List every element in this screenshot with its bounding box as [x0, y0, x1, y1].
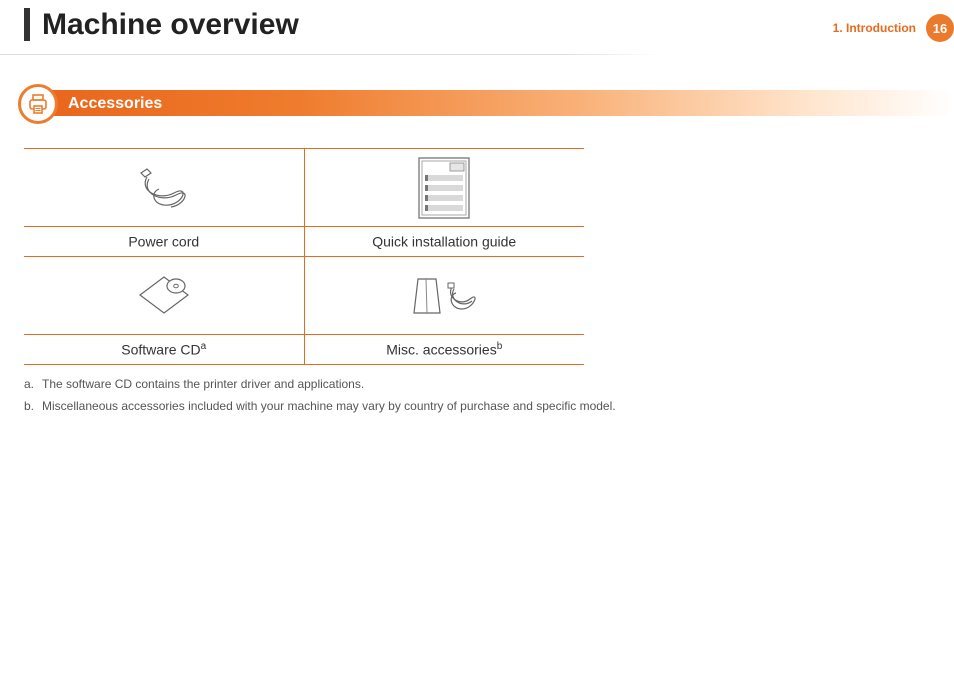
cell-cd-icon [24, 257, 304, 335]
guide-booklet-icon [416, 155, 472, 221]
table-row [24, 257, 584, 335]
item-label: Software CD [121, 342, 200, 358]
cell-misc-icon [304, 257, 584, 335]
table-row: Power cord Quick installation guide [24, 227, 584, 257]
item-sup: b [497, 341, 503, 352]
item-label: Quick installation guide [372, 234, 516, 250]
footnote: b. Miscellaneous accessories included wi… [24, 397, 784, 415]
header-underline [0, 54, 660, 55]
item-label: Misc. accessories [386, 342, 496, 358]
footnote-text: The software CD contains the printer dri… [42, 375, 364, 393]
accessories-table: Power cord Quick installation guide [24, 148, 584, 365]
footnote-marker: b. [24, 397, 38, 415]
table-row [24, 149, 584, 227]
printer-icon [18, 84, 58, 124]
footnotes: a. The software CD contains the printer … [24, 375, 784, 415]
item-sup: a [201, 341, 207, 352]
breadcrumb: 1. Introduction [833, 21, 916, 35]
page-title: Machine overview [42, 8, 299, 41]
footnote-marker: a. [24, 375, 38, 393]
footnote: a. The software CD contains the printer … [24, 375, 784, 393]
software-cd-icon [136, 273, 192, 319]
page-number-badge: 16 [926, 14, 954, 42]
cell-guide-icon [304, 149, 584, 227]
power-cord-icon [129, 163, 199, 213]
page-header: Machine overview 1. Introduction 16 [0, 0, 954, 50]
title-wrap: Machine overview [24, 8, 299, 41]
cell-label: Misc. accessoriesb [304, 335, 584, 365]
item-label: Power cord [128, 234, 199, 250]
cell-label: Quick installation guide [304, 227, 584, 257]
table-row: Software CDa Misc. accessoriesb [24, 335, 584, 365]
cell-label: Power cord [24, 227, 304, 257]
misc-accessories-icon [404, 273, 484, 319]
title-accent-bar [24, 8, 30, 41]
breadcrumb-wrap: 1. Introduction 16 [833, 8, 954, 42]
section-band: Accessories [0, 84, 954, 124]
section-title: Accessories [68, 95, 162, 113]
cell-label: Software CDa [24, 335, 304, 365]
footnote-text: Miscellaneous accessories included with … [42, 397, 616, 415]
cell-power-cord-icon [24, 149, 304, 227]
